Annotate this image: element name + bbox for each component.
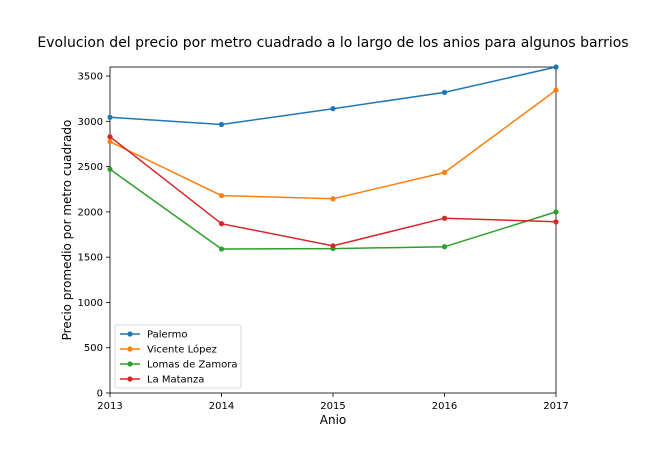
y-tick-label: 1500	[78, 253, 103, 264]
series-3	[107, 134, 559, 249]
x-tick-label: 2016	[432, 401, 457, 412]
data-point	[218, 192, 225, 199]
data-point	[441, 89, 448, 95]
series-line	[109, 66, 557, 126]
y-tick-label: 2500	[78, 162, 103, 173]
series-line	[109, 168, 557, 250]
chart-title: Evolucion del precio por metro cuadrado …	[37, 35, 628, 51]
x-tick-label: 2017	[543, 401, 568, 412]
data-point	[553, 87, 559, 93]
data-point	[330, 106, 336, 112]
legend-item: La Matanza	[120, 375, 204, 386]
legend-item: Palermo	[120, 330, 187, 341]
legend-marker	[127, 346, 133, 352]
data-point	[107, 114, 113, 120]
legend-frame	[114, 324, 242, 389]
series-layer	[107, 64, 559, 252]
legend-label: Vicente López	[147, 344, 217, 356]
data-point	[107, 139, 113, 145]
series-1	[107, 87, 559, 202]
legend: Palermo Vicente López Lomas de Zamora La Ma…	[114, 324, 242, 389]
y-tick-label: 500	[84, 343, 103, 354]
legend-marker	[127, 331, 133, 337]
series-0	[107, 64, 559, 128]
y-tick-label: 1000	[78, 298, 103, 309]
data-point	[107, 166, 113, 172]
y-axis: 0 500 1000 1500 2000 2500 3000 3500	[78, 72, 110, 400]
legend-label: Lomas de Zamora	[147, 360, 238, 371]
y-axis-label: Precio promedio por metro cuadrado	[60, 120, 74, 341]
x-tick-label: 2015	[320, 401, 345, 412]
legend-label: La Matanza	[147, 375, 204, 386]
y-tick-label: 0	[97, 389, 103, 400]
legend-label: Palermo	[147, 330, 187, 341]
data-point	[553, 64, 559, 70]
series-2	[107, 166, 559, 252]
x-axis: 2013 2014 2015 2016 2017	[97, 393, 569, 412]
data-point	[441, 244, 448, 250]
legend-item: Vicente López	[120, 344, 217, 356]
legend-marker	[127, 361, 133, 367]
y-tick-label: 2000	[78, 207, 103, 218]
y-tick-label: 3000	[78, 117, 103, 128]
data-point	[218, 221, 225, 227]
data-point	[441, 169, 448, 176]
data-point	[218, 246, 225, 252]
data-point	[553, 209, 559, 215]
data-point	[330, 196, 336, 202]
y-tick-label: 3500	[78, 72, 103, 83]
x-tick-label: 2013	[97, 401, 122, 412]
legend-marker	[127, 376, 133, 382]
data-point	[218, 121, 225, 128]
data-point	[107, 134, 113, 140]
data-point	[553, 219, 559, 225]
legend-item: Lomas de Zamora	[120, 360, 238, 371]
x-tick-label: 2014	[209, 401, 234, 412]
x-axis-label: Anio	[320, 413, 347, 427]
data-point	[330, 243, 336, 249]
series-line	[109, 136, 557, 247]
data-point	[441, 215, 448, 221]
